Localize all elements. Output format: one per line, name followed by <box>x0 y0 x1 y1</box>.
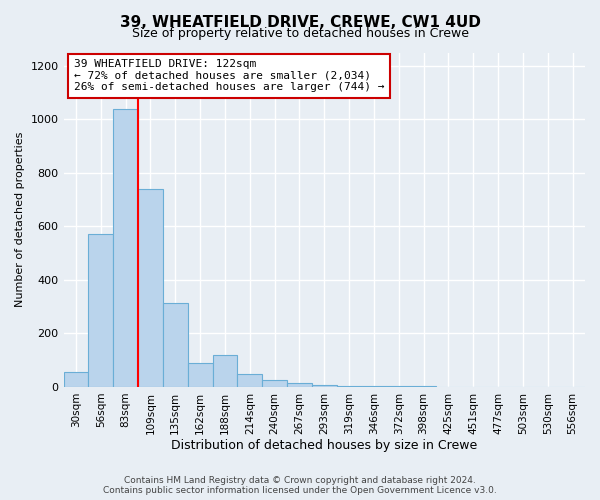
Text: Size of property relative to detached houses in Crewe: Size of property relative to detached ho… <box>131 28 469 40</box>
Text: 39, WHEATFIELD DRIVE, CREWE, CW1 4UD: 39, WHEATFIELD DRIVE, CREWE, CW1 4UD <box>119 15 481 30</box>
Bar <box>238 374 262 387</box>
Bar <box>113 108 138 387</box>
Bar <box>362 386 386 387</box>
Text: 39 WHEATFIELD DRIVE: 122sqm
← 72% of detached houses are smaller (2,034)
26% of : 39 WHEATFIELD DRIVE: 122sqm ← 72% of det… <box>74 59 385 92</box>
Bar <box>411 386 436 387</box>
Y-axis label: Number of detached properties: Number of detached properties <box>15 132 25 308</box>
Bar <box>188 363 212 387</box>
Bar <box>262 380 287 387</box>
Bar <box>312 385 337 387</box>
X-axis label: Distribution of detached houses by size in Crewe: Distribution of detached houses by size … <box>171 440 478 452</box>
Bar <box>64 372 88 387</box>
Bar <box>88 234 113 387</box>
Bar <box>212 355 238 387</box>
Bar <box>386 386 411 387</box>
Text: Contains HM Land Registry data © Crown copyright and database right 2024.
Contai: Contains HM Land Registry data © Crown c… <box>103 476 497 495</box>
Bar <box>287 383 312 387</box>
Bar <box>138 189 163 387</box>
Bar <box>337 386 362 387</box>
Bar <box>163 302 188 387</box>
